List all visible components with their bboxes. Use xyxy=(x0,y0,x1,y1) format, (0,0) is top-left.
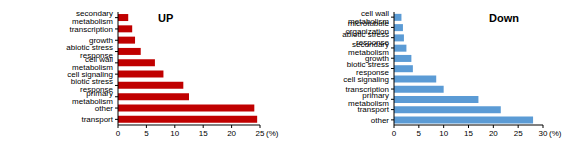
svg-text:20: 20 xyxy=(489,129,498,138)
svg-text:(%): (%) xyxy=(266,129,279,138)
svg-text:other: other xyxy=(95,104,114,113)
svg-text:5: 5 xyxy=(144,129,149,138)
svg-text:15: 15 xyxy=(464,129,473,138)
svg-text:other: other xyxy=(371,116,390,125)
svg-text:transport: transport xyxy=(81,115,113,124)
svg-text:0: 0 xyxy=(116,129,121,138)
svg-text:(%): (%) xyxy=(549,129,562,138)
svg-text:10: 10 xyxy=(439,129,448,138)
svg-text:transport: transport xyxy=(357,105,389,114)
svg-text:5: 5 xyxy=(417,129,422,138)
svg-text:15: 15 xyxy=(199,129,208,138)
svg-text:0: 0 xyxy=(392,129,397,138)
svg-text:transcription: transcription xyxy=(69,25,113,34)
svg-text:cell signaling: cell signaling xyxy=(343,75,389,84)
svg-text:20: 20 xyxy=(227,129,236,138)
svg-text:10: 10 xyxy=(170,129,179,138)
svg-text:25: 25 xyxy=(256,129,265,138)
svg-text:30: 30 xyxy=(539,129,548,138)
svg-text:25: 25 xyxy=(514,129,523,138)
